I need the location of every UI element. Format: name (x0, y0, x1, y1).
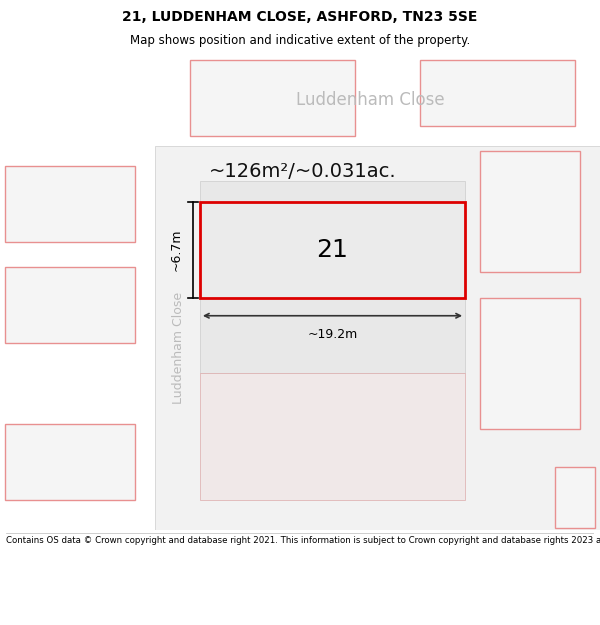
Bar (155, 55, 600, 146)
Bar (200, 181, 465, 373)
Text: 21, LUDDENHAM CLOSE, ASHFORD, TN23 5SE: 21, LUDDENHAM CLOSE, ASHFORD, TN23 5SE (122, 10, 478, 24)
Text: ~19.2m: ~19.2m (307, 328, 358, 341)
Bar (190, 60, 355, 136)
Bar (480, 151, 580, 272)
Bar (420, 60, 575, 126)
Bar (0, 55, 155, 146)
Bar (0, 55, 155, 530)
Text: Contains OS data © Crown copyright and database right 2021. This information is : Contains OS data © Crown copyright and d… (6, 536, 600, 545)
Bar (200, 373, 465, 499)
Bar (200, 201, 465, 298)
Bar (155, 146, 600, 530)
Bar (5, 424, 135, 499)
Bar (5, 166, 135, 242)
Text: 21: 21 (317, 238, 349, 261)
Text: Luddenham Close: Luddenham Close (172, 292, 185, 404)
Text: ~126m²/~0.031ac.: ~126m²/~0.031ac. (209, 162, 397, 181)
Text: Map shows position and indicative extent of the property.: Map shows position and indicative extent… (130, 34, 470, 47)
Text: ~6.7m: ~6.7m (170, 228, 183, 271)
Bar (5, 268, 135, 343)
Bar (555, 468, 595, 528)
Bar (480, 298, 580, 429)
Text: Luddenham Close: Luddenham Close (296, 91, 445, 109)
